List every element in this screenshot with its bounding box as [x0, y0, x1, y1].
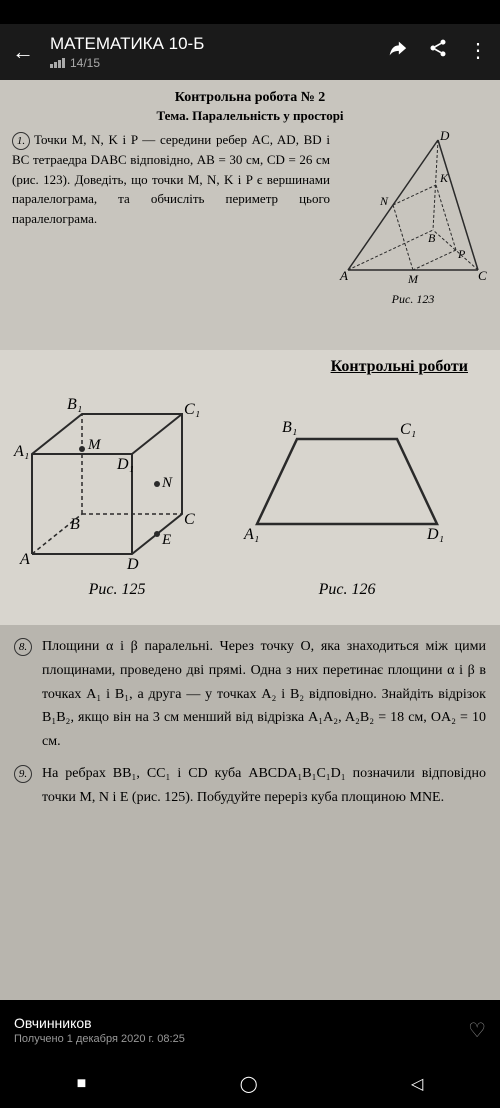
- svg-text:B: B: [428, 231, 436, 245]
- svg-text:D₁: D₁: [116, 456, 134, 473]
- svg-text:B₁: B₁: [282, 419, 297, 436]
- heading-2: Тема. Паралельність у просторі: [12, 108, 488, 124]
- figure-123: A B C D M N K P Рис. 123: [338, 130, 488, 300]
- photo-section-3: 8. Площини α і β паралельні. Через точку…: [0, 625, 500, 1000]
- problem-number-8: 8.: [14, 635, 36, 754]
- counter-text: 14/15: [70, 56, 100, 70]
- svg-text:C₁: C₁: [400, 421, 416, 438]
- figure-126-caption: Рис. 126: [242, 581, 452, 599]
- svg-text:D₁: D₁: [426, 526, 444, 543]
- share-icon[interactable]: [428, 38, 448, 66]
- back-arrow-icon[interactable]: ←: [12, 39, 34, 65]
- svg-text:D: D: [439, 130, 450, 143]
- problem-9: 9. На ребрах BB₁, CC₁ і CD куба ABCDA₁B₁…: [14, 762, 486, 810]
- photo-section-2: Контрольні роботи A B C D: [0, 350, 500, 625]
- figure-125: A B C D A₁ B₁ C₁ D₁ M N E Рис. 125: [12, 384, 222, 599]
- problem-8: 8. Площини α і β паралельні. Через точку…: [14, 635, 486, 754]
- svg-text:B: B: [70, 516, 80, 533]
- page-header: Контрольна робота № 2 Тема. Паралельніст…: [12, 90, 488, 124]
- footer: Овчинников Получено 1 декабря 2020 г. 08…: [0, 1000, 500, 1060]
- footer-date: Получено 1 декабря 2020 г. 08:25: [14, 1033, 468, 1045]
- nav-recent-icon[interactable]: ■: [77, 1075, 87, 1093]
- svg-text:M: M: [407, 272, 419, 285]
- svg-text:N: N: [161, 475, 173, 491]
- svg-text:A₁: A₁: [13, 443, 29, 460]
- problem-number-9: 9.: [14, 762, 36, 810]
- problem-9-body: На ребрах BB₁, CC₁ і CD куба ABCDA₁B₁C₁D…: [42, 762, 486, 810]
- more-icon[interactable]: ⋮: [468, 38, 488, 66]
- heart-icon[interactable]: ♡: [468, 1018, 486, 1043]
- header-title: МАТЕМАТИКА 10-Б: [50, 34, 386, 54]
- footer-text: Овчинников Получено 1 декабря 2020 г. 08…: [14, 1015, 468, 1045]
- svg-text:E: E: [161, 532, 171, 548]
- problem-1-body: Точки M, N, K і P — середини ребер AC, A…: [12, 132, 330, 226]
- footer-sender-name: Овчинников: [14, 1015, 468, 1031]
- figure-126-svg: A₁ B₁ C₁ D₁: [242, 384, 452, 574]
- svg-text:C: C: [184, 511, 195, 528]
- problem-1-text: 1.Точки M, N, K і P — середини ребер AC,…: [12, 130, 330, 300]
- svg-text:C₁: C₁: [184, 401, 200, 418]
- figure-123-svg: A B C D M N K P: [338, 130, 488, 285]
- problem-number-1: 1.: [12, 132, 30, 150]
- svg-text:P: P: [457, 247, 466, 261]
- nav-bar: ■ ◯ ◁: [0, 1060, 500, 1108]
- signal-icon: [50, 58, 66, 68]
- svg-text:M: M: [87, 437, 102, 453]
- svg-text:A: A: [339, 268, 348, 283]
- header-title-block: МАТЕМАТИКА 10-Б 14/15: [50, 34, 386, 70]
- share-forward-icon[interactable]: [386, 38, 408, 66]
- svg-text:B₁: B₁: [67, 396, 82, 413]
- content-area[interactable]: Контрольна робота № 2 Тема. Паралельніст…: [0, 80, 500, 1000]
- nav-home-icon[interactable]: ◯: [240, 1074, 258, 1094]
- problem-1: 1.Точки M, N, K і P — середини ребер AC,…: [12, 130, 488, 300]
- figures-row: A B C D A₁ B₁ C₁ D₁ M N E Рис. 125 A₁: [12, 384, 488, 599]
- svg-text:A₁: A₁: [243, 526, 259, 543]
- figure-125-caption: Рис. 125: [12, 581, 222, 599]
- svg-text:A: A: [19, 551, 30, 568]
- problem-8-body: Площини α і β паралельні. Через точку O,…: [42, 635, 486, 754]
- figure-125-svg: A B C D A₁ B₁ C₁ D₁ M N E: [12, 384, 222, 574]
- heading-1: Контрольна робота № 2: [12, 90, 488, 106]
- header-counter: 14/15: [50, 56, 386, 70]
- svg-text:N: N: [379, 194, 389, 208]
- svg-text:D: D: [126, 556, 139, 573]
- status-bar: [0, 0, 500, 24]
- app-header: ← МАТЕМАТИКА 10-Б 14/15 ⋮: [0, 24, 500, 80]
- figure-126: A₁ B₁ C₁ D₁ Рис. 126: [242, 384, 452, 599]
- figure-123-caption: Рис. 123: [338, 292, 488, 307]
- nav-back-icon[interactable]: ◁: [411, 1074, 423, 1094]
- section-2-title: Контрольні роботи: [12, 358, 488, 376]
- svg-text:C: C: [478, 268, 487, 283]
- photo-section-1: Контрольна робота № 2 Тема. Паралельніст…: [0, 80, 500, 350]
- header-actions: ⋮: [386, 38, 488, 66]
- svg-text:K: K: [439, 171, 449, 185]
